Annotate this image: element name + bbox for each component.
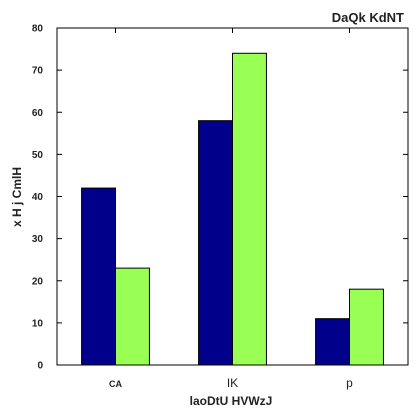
x-tick-label-ik: IK <box>227 376 238 390</box>
y-axis-label: x H j CmlH <box>10 167 24 227</box>
y-tick-label: 30 <box>32 234 44 245</box>
y-tick-label: 70 <box>32 66 44 77</box>
x-axis-label: laoDtU HVWzJ <box>190 394 273 408</box>
plot-frame <box>56 27 409 366</box>
bar-p-series-1 <box>315 318 351 366</box>
x-ticks: CA IK p <box>109 28 353 390</box>
y-tick-label: 60 <box>32 108 44 119</box>
bar-ik-series-2 <box>232 52 267 366</box>
y-tick-label: 0 <box>37 361 43 372</box>
x-tick-label-ca: CA <box>109 379 122 389</box>
x-tick-label-p: p <box>346 376 353 390</box>
bars-group <box>81 52 384 366</box>
y-tick-label: 10 <box>32 318 44 329</box>
y-tick-label: 80 <box>32 24 44 35</box>
bar-ca-series-1 <box>81 187 116 366</box>
chart-title: DaQk KdNT <box>332 10 404 25</box>
bar-ik-series-1 <box>198 120 234 366</box>
y-tick-label: 40 <box>32 192 44 203</box>
bar-ca-series-2 <box>115 267 150 366</box>
y-tick-label: 50 <box>32 150 44 161</box>
y-tick-label: 20 <box>32 276 44 287</box>
bar-p-series-2 <box>349 288 384 366</box>
y-ticks: 0 10 20 30 40 50 60 70 80 <box>32 24 408 372</box>
